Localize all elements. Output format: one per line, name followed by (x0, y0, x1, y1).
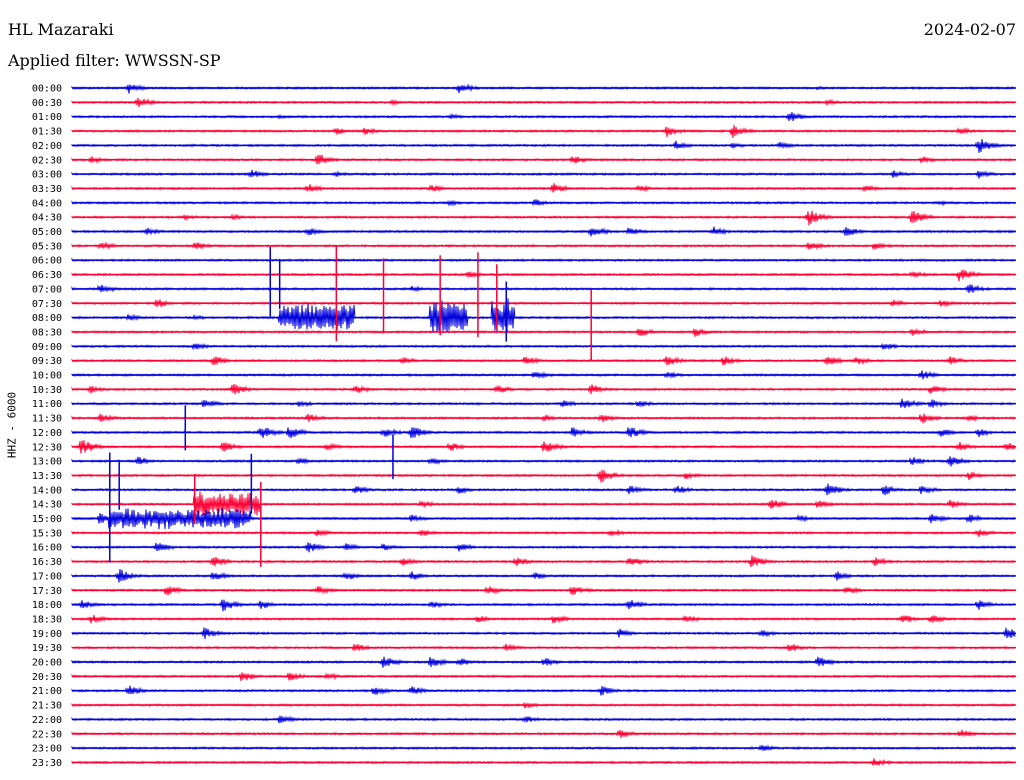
row-time-label: 16:30 (32, 557, 62, 568)
trace-row (71, 269, 1016, 282)
row-time-label: 03:30 (32, 184, 62, 195)
row-time-label: 14:30 (32, 500, 62, 511)
row-time-label: 18:00 (32, 600, 62, 611)
trace-row (71, 83, 1016, 94)
row-time-label: 22:00 (32, 715, 62, 726)
row-time-label: 23:30 (32, 758, 62, 769)
row-time-label: 09:00 (32, 342, 62, 353)
row-time-label: 05:00 (32, 227, 62, 238)
row-time-label: 08:30 (32, 327, 62, 338)
row-time-label: 07:30 (32, 299, 62, 310)
row-time-label: 00:00 (32, 84, 62, 95)
row-time-label: 12:00 (32, 428, 62, 439)
row-time-label: 20:30 (32, 672, 62, 683)
row-time-label: 04:00 (32, 198, 62, 209)
filter-label: Applied filter: WWSSN-SP (8, 51, 221, 70)
trace-row (71, 210, 1016, 226)
row-time-label: 22:30 (32, 729, 62, 740)
row-time-label: 06:00 (32, 256, 62, 267)
row-time-label: 02:30 (32, 155, 62, 166)
row-time-label: 01:30 (32, 127, 62, 138)
record-date: 2024-02-07 (923, 20, 1016, 39)
row-time-label: 09:30 (32, 356, 62, 367)
row-tick-labels: 00:00 00:30 01:00 01:30 02:00 02:30 03:00 03:30… (32, 84, 62, 769)
row-time-label: 17:30 (32, 586, 62, 597)
row-time-label: 06:30 (32, 270, 62, 281)
row-time-label: 18:30 (32, 614, 62, 625)
row-time-label: 13:30 (32, 471, 62, 482)
row-time-label: 08:00 (32, 313, 62, 324)
row-time-label: 17:00 (32, 571, 62, 582)
row-time-label: 21:00 (32, 686, 62, 697)
row-time-label: 10:30 (32, 385, 62, 396)
row-time-label: 21:30 (32, 701, 62, 712)
row-time-label: 10:00 (32, 371, 62, 382)
row-time-label: 00:30 (32, 98, 62, 109)
row-time-label: 19:00 (32, 629, 62, 640)
row-time-label: 11:30 (32, 414, 62, 425)
station-name: HL Mazaraki (8, 20, 114, 39)
row-time-label: 20:00 (32, 658, 62, 669)
row-time-label: 19:30 (32, 643, 62, 654)
row-time-label: 13:00 (32, 457, 62, 468)
trace-rows (71, 83, 1016, 767)
row-time-label: 16:00 (32, 543, 62, 554)
trace-row (71, 599, 1016, 612)
row-time-label: 12:30 (32, 442, 62, 453)
trace-row (71, 327, 1016, 337)
row-time-label: 03:00 (32, 170, 62, 181)
row-time-label: 11:00 (32, 399, 62, 410)
row-time-label: 15:00 (32, 514, 62, 525)
row-time-label: 04:30 (32, 213, 62, 224)
row-time-label: 15:30 (32, 528, 62, 539)
row-time-label: 14:00 (32, 485, 62, 496)
row-time-label: 01:00 (32, 112, 62, 123)
row-time-label: 23:00 (32, 744, 62, 755)
row-time-label: 07:00 (32, 284, 62, 295)
row-time-label: 02:00 (32, 141, 62, 152)
row-time-label: 05:30 (32, 241, 62, 252)
